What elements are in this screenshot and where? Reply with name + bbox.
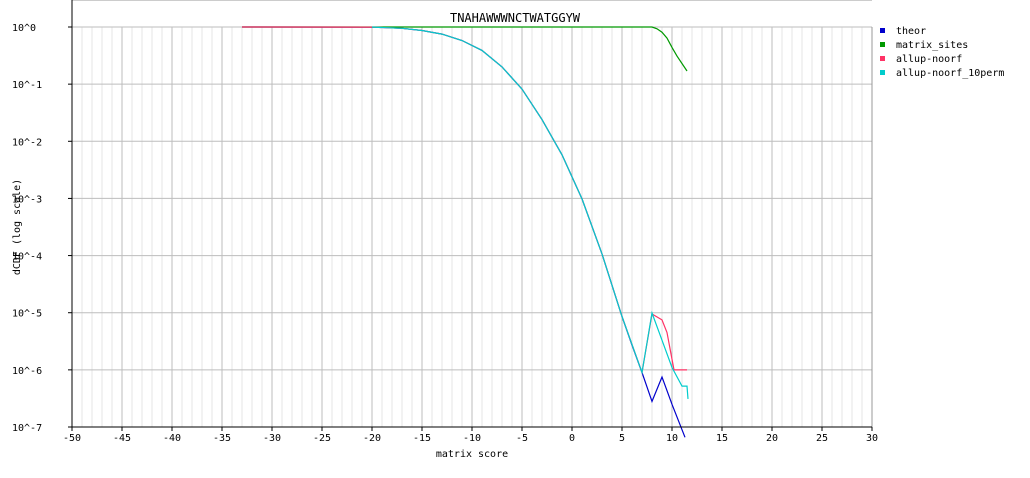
y-tick-label: 10^-5 (12, 309, 42, 320)
x-tick-label: 15 (716, 433, 728, 444)
axes (68, 0, 873, 431)
x-tick-label: -50 (63, 433, 81, 444)
x-tick-label: 5 (619, 433, 625, 444)
y-tick-label: 10^-7 (12, 423, 42, 434)
x-tick-label: -40 (163, 433, 181, 444)
x-tick-label: 10 (666, 433, 678, 444)
x-tick-label: -35 (213, 433, 231, 444)
y-tick-label: 10^0 (12, 23, 36, 34)
x-tick-label: -15 (413, 433, 431, 444)
legend-swatch (880, 42, 885, 47)
x-tick-label: -45 (113, 433, 131, 444)
x-tick-label: 0 (569, 433, 575, 444)
x-tick-label: 25 (816, 433, 828, 444)
legend-label: matrix_sites (896, 40, 968, 51)
legend-label: allup-noorf (896, 54, 962, 65)
y-tick-label: 10^-4 (12, 252, 42, 263)
y-tick-label: 10^-1 (12, 80, 42, 91)
x-tick-label: -5 (516, 433, 528, 444)
y-axis-label: dCDF (log scale) (12, 179, 23, 275)
series-line-theor (241, 26, 686, 438)
legend-swatch (880, 70, 885, 75)
x-tick-label: -10 (463, 433, 481, 444)
plot-lines (241, 26, 689, 438)
tick-labels: -50 -45 -40 -35 -30 -25 -20 -15 -10 -5 0 5 10 15 20 25 3… (12, 23, 878, 444)
chart-title: TNAHAWWWNCTWATGGYW (450, 11, 581, 25)
x-tick-label: -30 (263, 433, 281, 444)
series-line-allup-noorf (241, 26, 687, 375)
legend-label: allup-noorf_10perm (896, 68, 1004, 79)
x-tick-label: -20 (363, 433, 381, 444)
x-tick-label: 30 (866, 433, 878, 444)
x-tick-label: 20 (766, 433, 778, 444)
x-tick-label: -25 (313, 433, 331, 444)
legend-swatch (880, 28, 885, 33)
y-tick-label: 10^-6 (12, 366, 42, 377)
x-axis-label: matrix score (436, 449, 508, 460)
legend-swatch (880, 56, 885, 61)
legend-label: theor (896, 26, 926, 37)
legend: theor matrix_sites allup-noorf allup-noorf_… (880, 26, 1004, 79)
y-tick-label: 10^-2 (12, 137, 42, 148)
minor-grid (81, 27, 863, 427)
series-line-matrix_sites (242, 26, 688, 72)
y-tick-label: 10^-3 (12, 194, 42, 205)
series-line-allup-noorf_10perm (371, 26, 689, 399)
